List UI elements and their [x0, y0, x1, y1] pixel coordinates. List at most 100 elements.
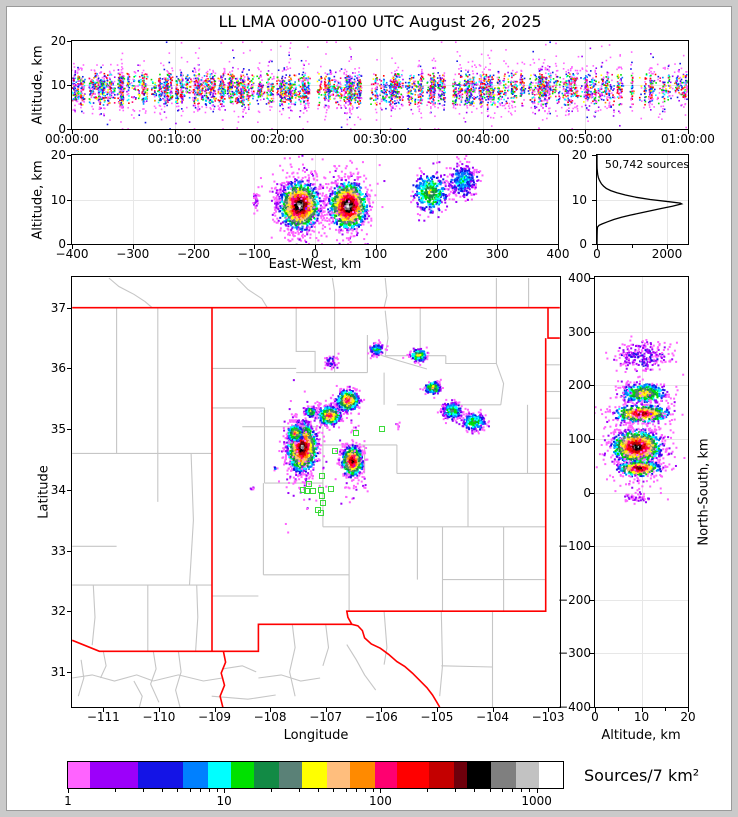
altitude-axis-tick	[67, 199, 71, 201]
colorbar-minor-tick	[365, 789, 367, 792]
altitude-axis-minor-tick	[664, 708, 666, 711]
time-axis-tick	[174, 130, 176, 134]
longitude-axis-tick	[492, 708, 494, 712]
east-west-tick-label: −200	[177, 247, 210, 261]
lma-station-marker	[352, 429, 359, 436]
north-south-tick-label: −200	[558, 592, 591, 607]
sources-axis-tick	[597, 245, 598, 249]
north-south-axis-tick	[590, 385, 594, 387]
latitude-tick-label: 36	[50, 361, 66, 376]
north-south-tick-label: 200	[568, 378, 591, 393]
altitude-axis-tick	[595, 708, 596, 712]
longitude-axis-tick	[548, 708, 550, 712]
total-sources-note: 50,742 sources	[604, 158, 690, 171]
longitude-tick-label: −110	[142, 710, 176, 724]
east-west-axis-tick	[558, 245, 559, 249]
lma-station-marker	[304, 488, 311, 494]
altitude-histogram-panel	[596, 154, 689, 245]
longitude-axis-tick	[214, 708, 216, 712]
time-height-scatter-canvas	[72, 41, 688, 129]
altitude-tick-label: 10	[50, 78, 66, 92]
colorbar-tick-label: 1	[64, 794, 72, 808]
plan-view-map-panel	[71, 276, 561, 708]
east-west-xlabel: East-West, km	[268, 257, 362, 272]
colorbar-minor-tick	[512, 789, 514, 792]
latitude-tick-label: 37	[50, 300, 66, 315]
north-south-axis-tick	[590, 492, 594, 494]
east-west-axis-tick	[254, 245, 256, 249]
colorbar-minor-tick	[318, 789, 320, 792]
figure-title: LL LMA 0000-0100 UTC August 26, 2025	[218, 12, 542, 31]
colorbar-segment	[397, 762, 429, 788]
north-south-tick-label: 100	[568, 431, 591, 446]
colorbar-segment	[539, 762, 563, 788]
colorbar-segment	[254, 762, 279, 788]
altitude-tick-label: 10	[50, 192, 66, 207]
colorbar-segment	[208, 762, 231, 788]
colorbar-minor-tick	[217, 789, 219, 792]
altitude-axis-tick	[688, 708, 689, 712]
latitude-tick-label: 34	[50, 482, 66, 497]
north-south-axis-tick	[590, 599, 594, 601]
gridline	[597, 199, 688, 201]
colorbar-minor-tick	[142, 789, 144, 792]
colorbar-minor-tick	[200, 789, 201, 792]
longitude-axis-tick	[270, 708, 272, 712]
altitude-tick-label: 20	[50, 148, 66, 162]
north-south-scatter-canvas	[595, 277, 688, 707]
time-axis-tick	[72, 130, 73, 134]
north-south-axis-tick	[590, 278, 594, 280]
colorbar-minor-tick	[189, 789, 191, 792]
north-south-tick-label: −100	[558, 539, 591, 554]
time-axis-tick	[277, 130, 279, 134]
north-south-tick-label: 0	[583, 485, 591, 500]
east-west-axis-tick	[72, 245, 73, 249]
latitude-axis-tick	[67, 671, 71, 673]
colorbar-segment	[516, 762, 539, 788]
colorbar-segment	[327, 762, 350, 788]
latitude-axis-tick	[67, 611, 71, 613]
altitude-tick-label: 0	[579, 237, 587, 251]
longitude-axis-tick	[325, 708, 327, 712]
colorbar-minor-tick	[427, 789, 429, 792]
east-west-axis-tick	[375, 245, 377, 249]
time-axis-tick	[688, 130, 689, 134]
north-south-axis-tick	[590, 653, 594, 655]
altitude-tick-label: 10	[571, 192, 587, 207]
latitude-tick-label: 33	[50, 543, 66, 558]
colorbar-minor-tick	[489, 789, 491, 792]
north-south-axis-tick	[590, 546, 594, 548]
latitude-axis-tick	[67, 550, 71, 552]
lma-station-marker	[300, 487, 307, 494]
longitude-axis-tick	[436, 708, 438, 712]
lma-station-marker	[317, 510, 324, 517]
longitude-axis-tick	[103, 708, 105, 712]
time-tick-label: 00:10:00	[147, 132, 202, 146]
colorbar-minor-tick	[209, 789, 211, 792]
colorbar-minor-tick	[373, 789, 375, 792]
map-xlabel: Longitude	[283, 728, 349, 743]
lma-station-marker	[332, 447, 339, 454]
latitude-tick-label: 32	[50, 604, 66, 619]
east-west-axis-tick	[497, 245, 499, 249]
colorbar-segment	[279, 762, 302, 788]
altitude-tick-label: 0	[591, 710, 599, 724]
east-west-height-panel	[71, 154, 559, 245]
altitude-tick-label: 0	[58, 237, 66, 251]
lma-station-marker	[306, 480, 313, 487]
colorbar-segment	[231, 762, 254, 788]
colorbar-tick-label: 100	[368, 794, 392, 808]
colorbar-minor-tick	[271, 789, 273, 792]
height-north-south-panel	[594, 276, 689, 708]
east-west-axis-tick	[436, 245, 438, 249]
altitude-axis-tick	[67, 155, 71, 156]
latitude-axis-tick	[67, 368, 71, 370]
colorbar-segment	[429, 762, 454, 788]
longitude-axis-tick	[158, 708, 160, 712]
north-south-axis-tick	[590, 707, 594, 709]
colorbar-major-tick	[68, 789, 69, 793]
colorbar-segment	[183, 762, 208, 788]
east-west-tick-label: −300	[116, 247, 150, 261]
north-south-tick-label: −400	[558, 700, 591, 715]
colorbar-segment	[138, 762, 183, 788]
